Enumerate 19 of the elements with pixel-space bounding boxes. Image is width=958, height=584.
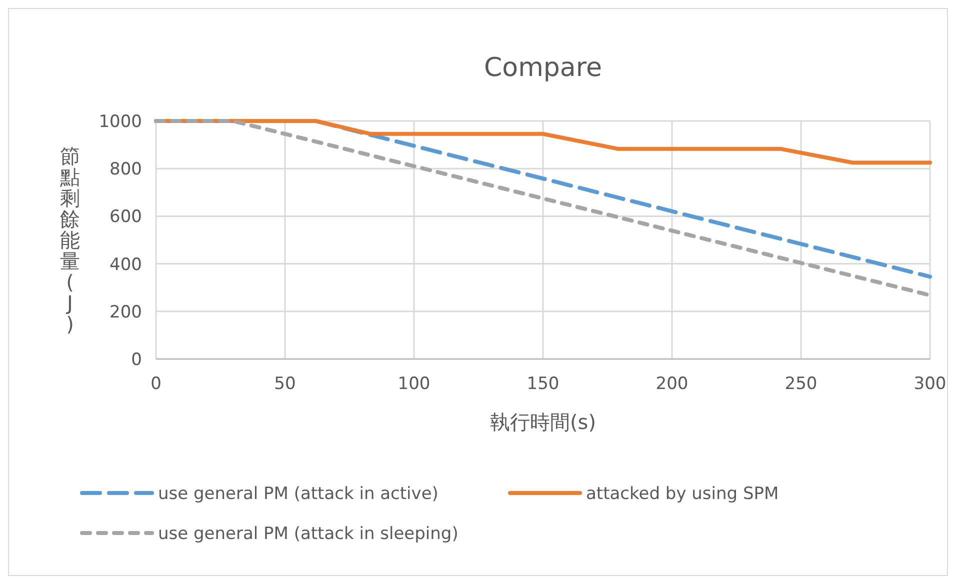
x-tick-label: 0	[150, 374, 162, 394]
y-tick-label: 600	[110, 207, 142, 228]
y-tick-label: 400	[110, 254, 142, 275]
x-tick-label: 100	[398, 374, 430, 394]
legend-label: use general PM (attack in sleeping)	[158, 524, 458, 544]
text: 節點剩餘能量(J)	[60, 144, 80, 336]
legend-label: use general PM (attack in active)	[158, 484, 438, 504]
x-axis-title: 執行時間(s)	[490, 410, 596, 434]
y-tick-label: 1000	[98, 112, 142, 132]
y-tick-label: 800	[110, 160, 142, 180]
chart-title: Compare	[484, 53, 602, 83]
y-tick-label: 0	[131, 350, 142, 370]
x-tick-label: 50	[274, 374, 296, 394]
x-tick-label: 200	[656, 374, 688, 394]
y-tick-label: 200	[110, 302, 142, 322]
legend-label: attacked by using SPM	[586, 484, 779, 504]
x-tick-label: 300	[914, 374, 946, 394]
x-tick-label: 150	[526, 374, 560, 394]
x-tick-label: 250	[784, 374, 818, 394]
